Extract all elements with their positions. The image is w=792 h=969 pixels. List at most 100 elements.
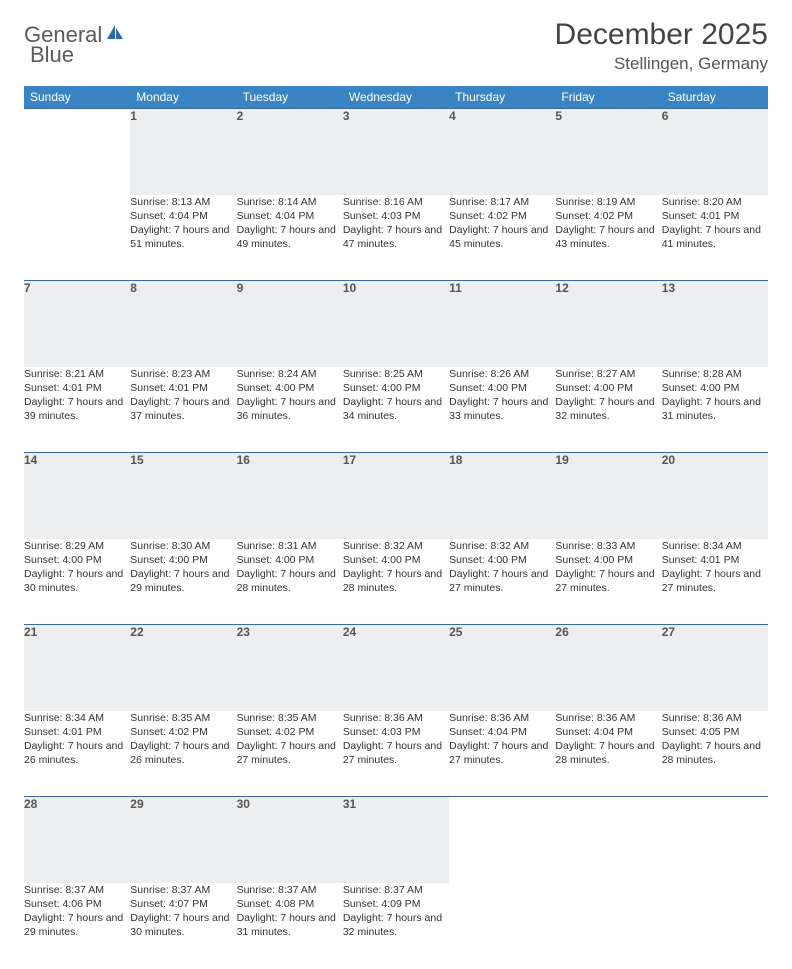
day-number-cell (24, 109, 130, 195)
sunrise-text: Sunrise: 8:14 AM (237, 195, 343, 209)
sunset-text: Sunset: 4:04 PM (449, 725, 555, 739)
daylight-text: Daylight: 7 hours and 32 minutes. (343, 911, 449, 939)
daylight-text: Daylight: 7 hours and 30 minutes. (24, 567, 130, 595)
sunset-text: Sunset: 4:00 PM (237, 381, 343, 395)
day-number-cell: 26 (555, 625, 661, 711)
sunrise-text: Sunrise: 8:23 AM (130, 367, 236, 381)
sunset-text: Sunset: 4:02 PM (449, 209, 555, 223)
sunrise-text: Sunrise: 8:37 AM (130, 883, 236, 897)
sunset-text: Sunset: 4:07 PM (130, 897, 236, 911)
day-number-cell: 16 (237, 453, 343, 539)
daylight-text: Daylight: 7 hours and 27 minutes. (555, 567, 661, 595)
day-content-cell: Sunrise: 8:36 AMSunset: 4:03 PMDaylight:… (343, 711, 449, 797)
day-content-cell: Sunrise: 8:14 AMSunset: 4:04 PMDaylight:… (237, 195, 343, 281)
day-number-cell: 21 (24, 625, 130, 711)
sunrise-text: Sunrise: 8:37 AM (237, 883, 343, 897)
day-content-row: Sunrise: 8:21 AMSunset: 4:01 PMDaylight:… (24, 367, 768, 453)
sunrise-text: Sunrise: 8:35 AM (237, 711, 343, 725)
daylight-text: Daylight: 7 hours and 29 minutes. (24, 911, 130, 939)
sunset-text: Sunset: 4:03 PM (343, 725, 449, 739)
day-number-cell: 7 (24, 281, 130, 367)
day-number-cell: 12 (555, 281, 661, 367)
day-number-cell: 10 (343, 281, 449, 367)
sunset-text: Sunset: 4:01 PM (662, 553, 768, 567)
day-number-cell: 8 (130, 281, 236, 367)
weekday-header: Tuesday (237, 86, 343, 109)
day-content-cell: Sunrise: 8:13 AMSunset: 4:04 PMDaylight:… (130, 195, 236, 281)
sunset-text: Sunset: 4:04 PM (237, 209, 343, 223)
daylight-text: Daylight: 7 hours and 31 minutes. (662, 395, 768, 423)
sunrise-text: Sunrise: 8:36 AM (449, 711, 555, 725)
day-content-cell: Sunrise: 8:37 AMSunset: 4:06 PMDaylight:… (24, 883, 130, 969)
sunrise-text: Sunrise: 8:25 AM (343, 367, 449, 381)
sunset-text: Sunset: 4:02 PM (555, 209, 661, 223)
day-number-cell: 24 (343, 625, 449, 711)
day-number-cell: 1 (130, 109, 236, 195)
day-content-cell: Sunrise: 8:20 AMSunset: 4:01 PMDaylight:… (662, 195, 768, 281)
sunrise-text: Sunrise: 8:20 AM (662, 195, 768, 209)
sunrise-text: Sunrise: 8:36 AM (555, 711, 661, 725)
daylight-text: Daylight: 7 hours and 41 minutes. (662, 223, 768, 251)
day-content-cell: Sunrise: 8:26 AMSunset: 4:00 PMDaylight:… (449, 367, 555, 453)
sunset-text: Sunset: 4:00 PM (662, 381, 768, 395)
sunset-text: Sunset: 4:00 PM (449, 381, 555, 395)
day-number-cell: 4 (449, 109, 555, 195)
daylight-text: Daylight: 7 hours and 33 minutes. (449, 395, 555, 423)
sunrise-text: Sunrise: 8:27 AM (555, 367, 661, 381)
sunset-text: Sunset: 4:01 PM (662, 209, 768, 223)
day-content-cell: Sunrise: 8:37 AMSunset: 4:08 PMDaylight:… (237, 883, 343, 969)
page-title: December 2025 (555, 18, 768, 52)
day-number-cell: 18 (449, 453, 555, 539)
daylight-text: Daylight: 7 hours and 26 minutes. (24, 739, 130, 767)
sunrise-text: Sunrise: 8:37 AM (24, 883, 130, 897)
day-content-cell: Sunrise: 8:36 AMSunset: 4:04 PMDaylight:… (555, 711, 661, 797)
daylight-text: Daylight: 7 hours and 32 minutes. (555, 395, 661, 423)
sunrise-text: Sunrise: 8:36 AM (343, 711, 449, 725)
day-content-row: Sunrise: 8:13 AMSunset: 4:04 PMDaylight:… (24, 195, 768, 281)
sunrise-text: Sunrise: 8:34 AM (24, 711, 130, 725)
title-block: December 2025 Stellingen, Germany (555, 18, 768, 74)
day-number-cell: 17 (343, 453, 449, 539)
daylight-text: Daylight: 7 hours and 29 minutes. (130, 567, 236, 595)
day-number-cell: 2 (237, 109, 343, 195)
daylight-text: Daylight: 7 hours and 36 minutes. (237, 395, 343, 423)
day-content-cell: Sunrise: 8:17 AMSunset: 4:02 PMDaylight:… (449, 195, 555, 281)
sunset-text: Sunset: 4:02 PM (130, 725, 236, 739)
logo-text-blue-wrap: Blue (30, 42, 74, 68)
day-number-cell: 31 (343, 797, 449, 883)
sunrise-text: Sunrise: 8:36 AM (662, 711, 768, 725)
sunrise-text: Sunrise: 8:37 AM (343, 883, 449, 897)
sunset-text: Sunset: 4:00 PM (343, 381, 449, 395)
logo-text-blue: Blue (30, 42, 74, 67)
day-number-cell (449, 797, 555, 883)
location-subtitle: Stellingen, Germany (555, 54, 768, 74)
sunrise-text: Sunrise: 8:24 AM (237, 367, 343, 381)
day-number-cell: 29 (130, 797, 236, 883)
weekday-header: Monday (130, 86, 236, 109)
daylight-text: Daylight: 7 hours and 39 minutes. (24, 395, 130, 423)
day-number-cell: 20 (662, 453, 768, 539)
day-number-cell (555, 797, 661, 883)
daylight-text: Daylight: 7 hours and 27 minutes. (343, 739, 449, 767)
day-number-cell: 6 (662, 109, 768, 195)
weekday-header: Friday (555, 86, 661, 109)
weekday-header-row: Sunday Monday Tuesday Wednesday Thursday… (24, 86, 768, 109)
sunrise-text: Sunrise: 8:32 AM (449, 539, 555, 553)
daylight-text: Daylight: 7 hours and 43 minutes. (555, 223, 661, 251)
day-number-cell: 27 (662, 625, 768, 711)
day-number-cell: 22 (130, 625, 236, 711)
day-content-cell: Sunrise: 8:36 AMSunset: 4:05 PMDaylight:… (662, 711, 768, 797)
day-number-cell: 11 (449, 281, 555, 367)
day-content-cell: Sunrise: 8:19 AMSunset: 4:02 PMDaylight:… (555, 195, 661, 281)
sunset-text: Sunset: 4:01 PM (130, 381, 236, 395)
day-content-cell: Sunrise: 8:35 AMSunset: 4:02 PMDaylight:… (237, 711, 343, 797)
daylight-text: Daylight: 7 hours and 28 minutes. (555, 739, 661, 767)
daylight-text: Daylight: 7 hours and 26 minutes. (130, 739, 236, 767)
day-content-cell: Sunrise: 8:27 AMSunset: 4:00 PMDaylight:… (555, 367, 661, 453)
day-number-cell: 9 (237, 281, 343, 367)
sunset-text: Sunset: 4:08 PM (237, 897, 343, 911)
sunset-text: Sunset: 4:00 PM (237, 553, 343, 567)
daylight-text: Daylight: 7 hours and 30 minutes. (130, 911, 236, 939)
day-number-row: 28293031 (24, 797, 768, 883)
sunset-text: Sunset: 4:03 PM (343, 209, 449, 223)
